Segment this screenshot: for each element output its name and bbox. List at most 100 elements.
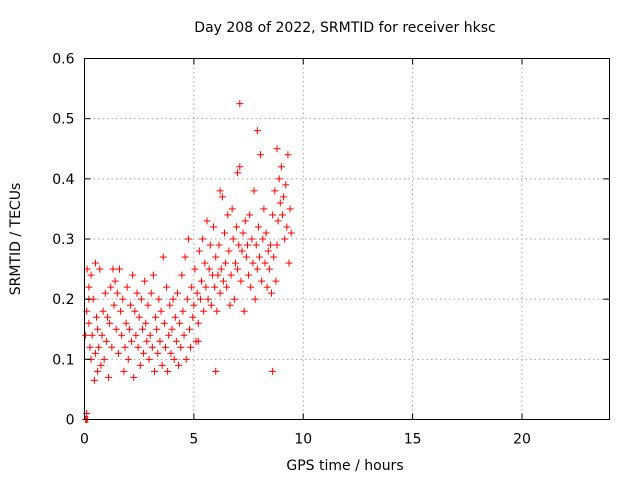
data-point [245, 271, 253, 279]
data-point [264, 247, 272, 255]
data-point [177, 343, 185, 351]
data-point [94, 367, 102, 375]
data-point [125, 325, 133, 333]
data-point [268, 289, 276, 297]
data-point [199, 235, 207, 243]
data-point [126, 301, 134, 309]
data-point [285, 259, 293, 267]
data-point [132, 331, 140, 339]
data-point [159, 253, 167, 261]
data-point [120, 367, 128, 375]
y-axis-ticks: 0 0.1 0.2 0.3 0.4 0.5 0.6 [52, 52, 610, 429]
data-point [117, 307, 125, 315]
data-point [263, 283, 271, 291]
data-point [276, 199, 284, 207]
data-point [221, 229, 228, 237]
data-point [259, 235, 267, 243]
data-point [248, 235, 256, 243]
x-tick-label: 5 [189, 432, 198, 448]
data-point [102, 337, 110, 345]
data-point [168, 325, 176, 333]
data-point [158, 361, 166, 369]
y-tick-label: 0.3 [52, 232, 74, 248]
data-point [198, 277, 206, 285]
data-point [165, 331, 173, 339]
data-point [277, 163, 285, 171]
data-point [227, 271, 235, 279]
y-tick-label: 0.6 [52, 52, 74, 68]
data-point [265, 265, 273, 273]
data-point [193, 289, 201, 297]
y-tick-label: 0.1 [52, 352, 74, 368]
data-point [88, 331, 96, 339]
data-point [184, 235, 192, 243]
data-point [146, 331, 154, 339]
data-point [156, 337, 164, 345]
data-point [239, 229, 247, 237]
data-point [187, 343, 195, 351]
data-point [257, 151, 265, 159]
data-point [203, 217, 211, 225]
x-axis-ticks: 0 5 10 15 20 [80, 58, 531, 448]
data-point [129, 271, 137, 279]
data-point [222, 259, 230, 267]
data-point [196, 295, 204, 303]
x-axis-label: GPS time / hours [286, 458, 403, 474]
data-point [152, 313, 160, 321]
data-point [194, 337, 202, 345]
data-point [236, 163, 244, 171]
data-point [175, 361, 183, 369]
data-point [183, 295, 191, 303]
x-tick-label: 0 [80, 432, 89, 448]
data-point [206, 241, 214, 249]
data-point [141, 277, 149, 285]
y-tick-label: 0.5 [52, 112, 74, 128]
data-point [240, 307, 248, 315]
data-point [122, 319, 130, 327]
data-point [106, 319, 114, 327]
data-point [273, 145, 281, 153]
data-point [140, 349, 148, 357]
data-point [216, 187, 224, 195]
data-point [153, 325, 161, 333]
data-point [201, 259, 209, 267]
x-tick-label: 20 [513, 432, 531, 448]
data-point [178, 271, 186, 279]
data-point [86, 343, 94, 351]
data-point [111, 277, 119, 285]
data-point [204, 295, 212, 303]
data-point [266, 241, 274, 249]
data-point [91, 349, 99, 357]
data-point [121, 343, 129, 351]
data-point [230, 295, 238, 303]
data-point [109, 265, 117, 273]
data-point [180, 331, 188, 339]
data-point [253, 265, 261, 273]
data-point [191, 265, 199, 273]
data-point [151, 367, 158, 375]
data-point [107, 283, 115, 291]
data-point [247, 283, 255, 291]
data-points [82, 100, 295, 423]
data-point [130, 373, 138, 381]
data-point [229, 235, 237, 243]
data-point [251, 295, 259, 303]
data-point [157, 307, 165, 315]
data-point [275, 175, 283, 183]
data-point [234, 265, 242, 273]
data-point [252, 241, 260, 249]
x-tick-label: 15 [404, 432, 422, 448]
data-point [124, 355, 132, 363]
data-point [284, 151, 292, 159]
data-point [171, 313, 179, 321]
data-point [179, 307, 187, 315]
data-point [144, 301, 152, 309]
data-point [161, 343, 169, 351]
data-point [270, 253, 278, 261]
data-point [182, 355, 190, 363]
data-point [108, 343, 116, 351]
data-point [190, 301, 198, 309]
data-point [100, 355, 108, 363]
data-point [253, 127, 261, 135]
